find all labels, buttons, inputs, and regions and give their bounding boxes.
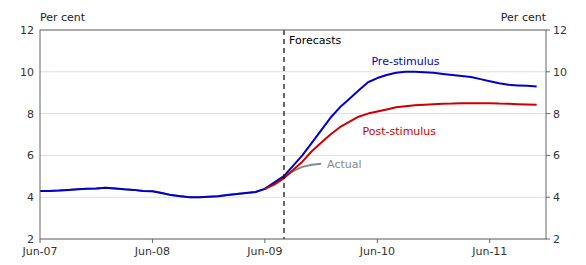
plot-area [40,30,546,239]
x-tick-label: Jun-09 [246,245,282,258]
chart: 2468101224681012Jun-07Jun-08Jun-09Jun-10… [0,0,586,265]
series-label: Post-stimulus [363,125,437,138]
y-tick-label: 6 [27,149,34,162]
grid-line [40,155,546,156]
forecast-line [283,30,284,239]
series-line [265,103,537,189]
x-tick [377,239,378,243]
grid-line [40,197,546,198]
annotation: Forecasts [289,34,342,47]
y-tick-label: 12 [20,24,34,37]
y2-tick [546,113,550,114]
y2-tick [546,155,550,156]
x-tick [489,239,490,243]
grid-line [40,71,546,72]
x-tick [40,239,41,243]
x-tick [152,239,153,243]
series-line [40,72,537,197]
y2-tick-label: 4 [553,191,560,204]
y2-tick [546,197,550,198]
x-tick-label: Jun-07 [21,245,57,258]
x-tick-label: Jun-10 [359,245,395,258]
y-axis-label: Per cent [40,11,86,24]
y-tick-label: 10 [20,66,34,79]
x-tick [264,239,265,243]
y2-tick [546,71,550,72]
y2-axis-label: Per cent [501,11,547,24]
series-group [40,72,537,197]
plot-frame [40,30,546,239]
y2-tick-label: 2 [553,233,560,246]
x-tick-label: Jun-08 [134,245,170,258]
x-tick-label: Jun-11 [471,245,507,258]
y2-tick-label: 12 [553,24,567,37]
grid-line [40,113,546,114]
y2-tick-label: 8 [553,108,560,121]
y2-tick-label: 6 [553,149,560,162]
y-tick-label: 4 [27,191,34,204]
y2-tick-label: 10 [553,66,567,79]
y2-tick [546,239,550,240]
y-tick-label: 8 [27,108,34,121]
series-label: Pre-stimulus [371,55,439,68]
y2-tick [546,30,550,31]
series-label: Actual [327,158,361,171]
